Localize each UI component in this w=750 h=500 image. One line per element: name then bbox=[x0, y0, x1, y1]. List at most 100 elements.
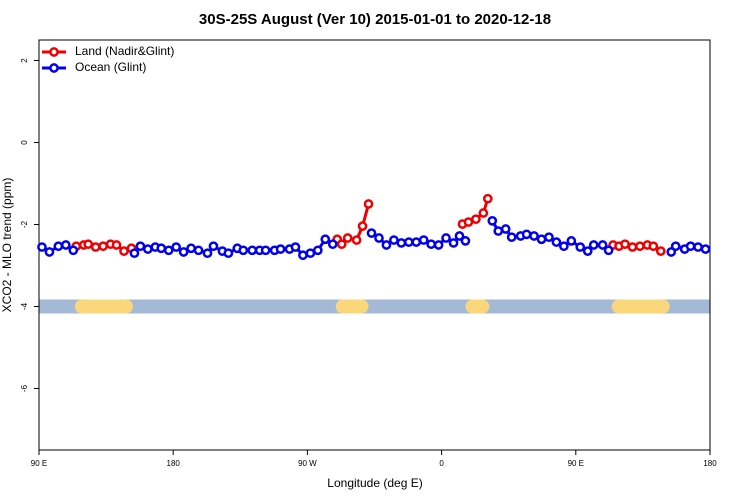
y-axis-label: XCO2 - MLO trend (ppm) bbox=[0, 178, 14, 313]
point bbox=[351, 235, 362, 245]
point bbox=[487, 215, 498, 226]
y-tick-label: 2 bbox=[20, 58, 29, 63]
point bbox=[448, 238, 459, 248]
point bbox=[135, 241, 146, 252]
point bbox=[275, 244, 286, 254]
x-tick-label: 90 E bbox=[568, 459, 584, 468]
point bbox=[460, 236, 471, 246]
point bbox=[342, 233, 353, 243]
point bbox=[366, 228, 377, 238]
point bbox=[363, 199, 374, 209]
point bbox=[290, 242, 301, 252]
chart-title: 30S-25S August (Ver 10) 2015-01-01 to 20… bbox=[199, 11, 551, 28]
point bbox=[90, 242, 101, 252]
land-band bbox=[611, 299, 670, 314]
point bbox=[260, 245, 271, 256]
point bbox=[575, 242, 586, 252]
point bbox=[68, 245, 79, 256]
point bbox=[202, 248, 213, 259]
x-axis-label: Longitude (deg E) bbox=[327, 476, 422, 490]
point bbox=[53, 241, 64, 252]
point bbox=[597, 240, 608, 250]
point bbox=[305, 248, 316, 259]
point bbox=[336, 239, 347, 250]
point bbox=[588, 240, 599, 250]
point bbox=[247, 245, 258, 256]
point bbox=[603, 245, 614, 256]
point bbox=[627, 242, 638, 252]
x-tick-label: 90 E bbox=[31, 459, 47, 468]
point bbox=[208, 241, 219, 252]
point bbox=[389, 235, 399, 245]
point bbox=[500, 224, 511, 234]
land-band bbox=[74, 299, 133, 314]
y-tick-label: -4 bbox=[20, 302, 29, 310]
point bbox=[454, 231, 465, 241]
land-band bbox=[465, 299, 490, 314]
point bbox=[238, 245, 249, 256]
point bbox=[327, 239, 338, 250]
point bbox=[441, 233, 451, 243]
point bbox=[471, 214, 481, 225]
point bbox=[582, 246, 593, 256]
point bbox=[693, 242, 703, 252]
point bbox=[536, 234, 547, 245]
point bbox=[111, 240, 122, 250]
point bbox=[396, 238, 407, 248]
point bbox=[521, 229, 532, 240]
point bbox=[163, 245, 174, 256]
point bbox=[186, 243, 196, 254]
point bbox=[60, 240, 71, 250]
legend-marker bbox=[49, 47, 59, 57]
y-tick-label: 0 bbox=[20, 140, 29, 145]
point bbox=[374, 233, 384, 243]
point bbox=[670, 241, 681, 252]
point bbox=[312, 245, 323, 256]
point bbox=[506, 232, 517, 243]
point bbox=[566, 236, 577, 246]
surface-band bbox=[39, 299, 710, 314]
x-tick-label: 180 bbox=[703, 459, 717, 468]
legend-label: Ocean (Glint) bbox=[75, 60, 146, 74]
point bbox=[119, 246, 129, 256]
point bbox=[559, 241, 569, 252]
x-tick-label: 180 bbox=[167, 459, 181, 468]
point bbox=[298, 250, 308, 261]
point bbox=[411, 237, 422, 247]
x-tick-label: 90 W bbox=[298, 459, 317, 468]
point bbox=[357, 221, 368, 231]
point bbox=[482, 193, 493, 204]
point bbox=[193, 245, 204, 256]
point bbox=[403, 237, 414, 247]
point bbox=[700, 244, 711, 254]
point bbox=[178, 247, 189, 257]
point bbox=[551, 237, 562, 247]
point bbox=[320, 234, 331, 245]
land-band bbox=[335, 299, 369, 314]
point bbox=[171, 242, 182, 252]
point bbox=[493, 226, 504, 236]
point bbox=[98, 241, 108, 252]
point bbox=[478, 208, 489, 218]
y-tick-label: -6 bbox=[20, 384, 29, 392]
point bbox=[433, 240, 444, 250]
point bbox=[620, 239, 630, 250]
point bbox=[381, 240, 392, 250]
legend-label: Land (Nadir&Glint) bbox=[75, 44, 174, 58]
point bbox=[156, 243, 167, 254]
point bbox=[655, 246, 666, 256]
point bbox=[418, 235, 429, 245]
point bbox=[635, 241, 645, 252]
point bbox=[426, 239, 437, 250]
point bbox=[143, 244, 153, 254]
point bbox=[529, 231, 539, 241]
point bbox=[544, 232, 554, 243]
point bbox=[648, 241, 659, 252]
point bbox=[129, 248, 140, 259]
legend-marker bbox=[49, 63, 59, 73]
point bbox=[223, 248, 234, 259]
point bbox=[685, 241, 696, 252]
x-tick-label: 0 bbox=[439, 459, 444, 468]
